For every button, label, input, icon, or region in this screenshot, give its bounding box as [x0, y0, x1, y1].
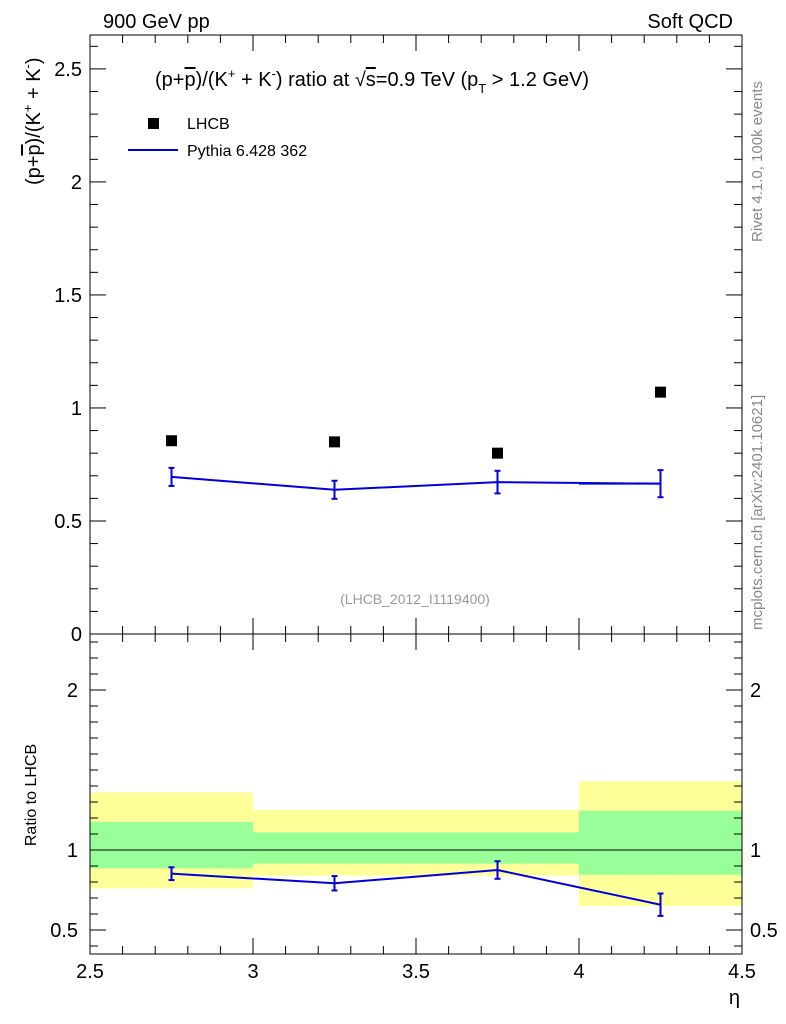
main-y-tick-label: 1.5 — [54, 285, 82, 307]
ratio-y-tick-labels: 0.5 0.5 1 1 2 2 — [50, 680, 778, 942]
main-ticks — [89, 35, 743, 635]
main-panel: 0 0.5 1 1.5 2 2.5 (p+p)/(K+ + K-) ratio at √s… — [20, 34, 743, 646]
main-series — [166, 386, 666, 500]
lhcb-data-point — [492, 447, 503, 459]
rivet-label: Rivet 4.1.0, 100k events — [749, 81, 766, 242]
ratio-bands — [90, 781, 742, 906]
ratio-panel: 0.5 0.5 1 1 2 2 Ratio to LHCB — [23, 633, 778, 955]
header-right: Soft QCD — [647, 11, 733, 33]
main-y-label: (p+p)/(K+ + K-) — [20, 57, 45, 185]
header-left: 900 GeV pp — [103, 11, 210, 33]
ratio-band-inner — [579, 810, 742, 875]
legend-mc-label: Pythia 6.428 362 — [187, 143, 307, 160]
lhcb-data-point — [166, 435, 177, 447]
x-tick-label: 2.5 — [76, 961, 104, 983]
x-tick-label: 4.5 — [728, 961, 756, 983]
ratio-y-label: Ratio to LHCB — [23, 744, 40, 846]
ratio-series — [168, 860, 664, 917]
legend-data-marker — [148, 118, 159, 129]
mcplots-label: mcplots.cern.ch [arXiv:2401.10621] — [749, 395, 766, 630]
ratio-y-tick-label-left: 0.5 — [50, 920, 78, 942]
x-tick-label: 4 — [573, 961, 584, 983]
x-tick-label: 3 — [247, 961, 258, 983]
x-axis-label: η — [729, 987, 740, 1009]
x-tick-labels: 2.5 3 3.5 4 4.5 — [76, 961, 756, 983]
main-y-tick-label: 2 — [71, 172, 82, 194]
ratio-y-tick-label-right: 0.5 — [750, 920, 778, 942]
ratio-y-tick-label-right: 1 — [750, 840, 761, 862]
lhcb-data-point — [329, 436, 340, 448]
lhcb-data-point — [655, 386, 666, 398]
ratio-mc-line — [171, 868, 661, 906]
chart-title: (p+p)/(K+ + K-) ratio at √s=0.9 TeV (pT … — [155, 66, 589, 96]
main-y-tick-label: 0.5 — [54, 511, 82, 533]
main-y-tick-label: 1 — [71, 398, 82, 420]
main-y-tick-labels: 0 0.5 1 1.5 2 2.5 — [54, 59, 82, 646]
legend-data-label: LHCB — [187, 116, 230, 133]
ratio-y-tick-label-left: 2 — [67, 680, 78, 702]
x-tick-label: 3.5 — [402, 961, 430, 983]
ratio-y-tick-label-left: 1 — [67, 840, 78, 862]
main-y-tick-label: 0 — [71, 624, 82, 646]
ratio-band-inner — [90, 822, 253, 869]
ratio-band-inner — [253, 832, 579, 864]
ratio-y-tick-label-right: 2 — [750, 680, 761, 702]
analysis-id: (LHCB_2012_I1119400) — [340, 591, 490, 607]
main-y-tick-label: 2.5 — [54, 59, 82, 81]
ratio-ticks — [89, 634, 743, 954]
